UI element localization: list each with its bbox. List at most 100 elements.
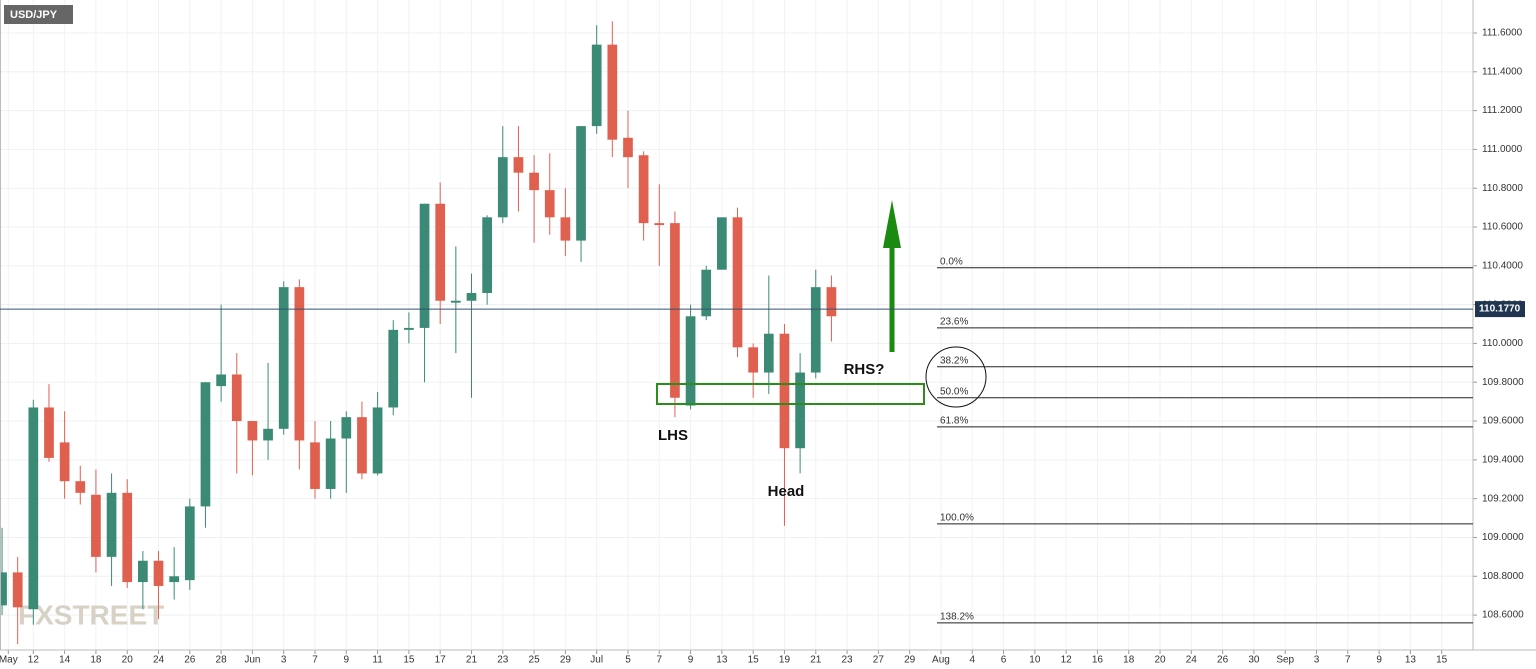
x-tick-label: 23 (841, 655, 853, 666)
x-tick-label: 29 (560, 655, 572, 666)
last-price-label: 110.1770 (1479, 304, 1521, 315)
x-tick-label: 14 (59, 655, 71, 666)
candle-body (544, 190, 555, 218)
candle-body (0, 572, 7, 606)
x-tick-label: Sep (1276, 655, 1294, 666)
x-tick-label: 6 (1001, 655, 1007, 666)
x-tick-label: 18 (1123, 655, 1135, 666)
y-tick-label: 109.4000 (1482, 454, 1524, 465)
x-tick-label: 24 (153, 655, 165, 666)
candle-body (591, 44, 602, 127)
y-tick-label: 111.4000 (1482, 66, 1523, 77)
candle-body (435, 203, 446, 301)
candle-body (216, 374, 226, 387)
x-tick-label: 9 (1376, 655, 1382, 666)
candle-body (497, 157, 508, 218)
x-tick-label: 5 (625, 655, 631, 666)
candle-body (28, 407, 39, 610)
arrow-head (883, 200, 901, 248)
candle-body (513, 157, 524, 173)
candle-body (200, 382, 211, 507)
fib-label: 100.0% (940, 513, 974, 524)
candle-body (638, 155, 649, 224)
candle-body (263, 428, 273, 441)
x-tick-label: 20 (1154, 655, 1166, 666)
x-tick-label: 15 (1436, 655, 1448, 666)
candle-body (748, 347, 759, 373)
y-tick-label: 109.6000 (1482, 416, 1524, 427)
x-tick-label: 27 (873, 655, 885, 666)
x-tick-label: 30 (1248, 655, 1260, 666)
y-tick-label: 109.0000 (1482, 532, 1524, 543)
x-tick-label: Jun (244, 655, 260, 666)
x-tick-label: 3 (281, 655, 287, 666)
x-tick-label: 21 (466, 655, 478, 666)
x-tick-label: 7 (312, 655, 318, 666)
fib-label: 50.0% (940, 386, 968, 397)
x-tick-label: 23 (497, 655, 509, 666)
candle-body (325, 438, 336, 489)
y-tick-label: 111.0000 (1482, 144, 1523, 155)
candle-body (826, 287, 837, 317)
candle-body (106, 492, 117, 557)
y-tick-label: 110.0000 (1482, 338, 1523, 349)
x-tick-label: 10 (1029, 655, 1041, 666)
x-tick-label: 26 (184, 655, 196, 666)
candle-body (701, 269, 712, 317)
candle-body (795, 372, 805, 449)
fib-label: 61.8% (940, 416, 968, 427)
candle-body (529, 172, 539, 191)
candle-body (357, 417, 367, 474)
x-tick-label: 12 (28, 655, 40, 666)
x-tick-label: 25 (529, 655, 541, 666)
fib-label: 23.6% (940, 317, 968, 328)
fib-label: 38.2% (940, 355, 968, 366)
x-tick-label: 15 (748, 655, 760, 666)
candle-body (404, 327, 414, 330)
candle-body (231, 374, 242, 422)
y-tick-label: 111.6000 (1482, 28, 1523, 39)
candle-body (763, 333, 774, 373)
candle-body (732, 217, 743, 348)
plot (0, 21, 837, 645)
x-tick-label: 12 (1061, 655, 1073, 666)
x-tick-label: 26 (1217, 655, 1229, 666)
candle-body (482, 217, 492, 293)
x-tick-label: 18 (90, 655, 102, 666)
x-tick-label: 7 (656, 655, 662, 666)
y-tick-label: 108.6000 (1482, 610, 1524, 621)
x-tick-label: 19 (779, 655, 791, 666)
candle-body (169, 576, 180, 583)
candle-body (717, 217, 727, 270)
x-tick-label: 3 (1314, 655, 1320, 666)
candle-body (59, 442, 70, 482)
last-price-box (1475, 301, 1525, 318)
candle-body (670, 223, 680, 398)
x-tick-label: 17 (435, 655, 447, 666)
watermark: FXSTREET (18, 599, 164, 630)
fib-label: 0.0% (940, 256, 963, 267)
candle-body (654, 223, 665, 226)
y-tick-label: 108.8000 (1482, 571, 1524, 582)
y-tick-label: 110.8000 (1482, 183, 1523, 194)
candle-body (91, 494, 101, 557)
candle-body (388, 329, 399, 408)
candle-body (12, 572, 23, 608)
y-tick-label: 109.8000 (1482, 377, 1524, 388)
annotation: RHS? (844, 361, 885, 378)
x-tick-label: 24 (1186, 655, 1198, 666)
candle-body (294, 287, 305, 441)
x-tick-label: 29 (904, 655, 916, 666)
symbol-box (4, 5, 73, 24)
x-tick-label: 4 (969, 655, 975, 666)
x-tick-label: 21 (810, 655, 822, 666)
candle-body (450, 300, 461, 303)
x-tick-label: 11 (372, 655, 383, 666)
support-zone (656, 383, 925, 405)
candle-body (372, 407, 383, 474)
x-tick-label: May (0, 655, 18, 666)
symbol: USD/JPY (10, 9, 58, 21)
candle-body (75, 481, 86, 493)
candle-body (779, 333, 790, 449)
